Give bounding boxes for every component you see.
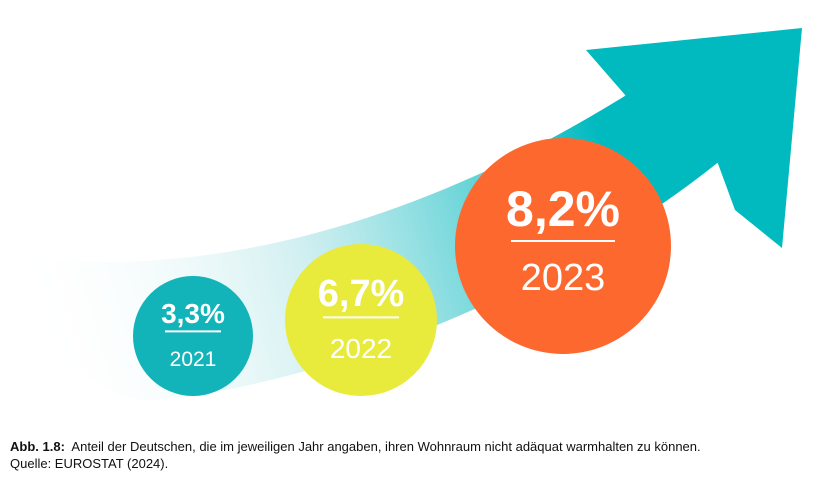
- bubble-2023: [455, 138, 671, 354]
- caption-line: Abb. 1.8: Anteil der Deutschen, die im j…: [10, 438, 826, 455]
- value-label-2021: 3,3%: [161, 298, 225, 329]
- chart-figure: 3,3% 2021 6,7% 2022 8,2% 2023: [30, 28, 802, 400]
- caption-label: Abb. 1.8:: [10, 439, 65, 454]
- bubble-2021: [133, 276, 253, 396]
- value-label-2023: 8,2%: [506, 181, 620, 237]
- figure-caption: Abb. 1.8: Anteil der Deutschen, die im j…: [10, 438, 826, 472]
- year-label-2022: 2022: [330, 333, 392, 364]
- caption-text: Anteil der Deutschen, die im jeweiligen …: [71, 439, 701, 454]
- year-label-2023: 2023: [521, 257, 606, 299]
- value-label-2022: 6,7%: [318, 273, 405, 315]
- bubble-group: 3,3% 2021 6,7% 2022 8,2% 2023: [133, 138, 671, 396]
- year-label-2021: 2021: [170, 348, 217, 371]
- arrow-head: [586, 28, 802, 248]
- caption-source: Quelle: EUROSTAT (2024).: [10, 456, 169, 471]
- bubble-2022: [285, 244, 437, 396]
